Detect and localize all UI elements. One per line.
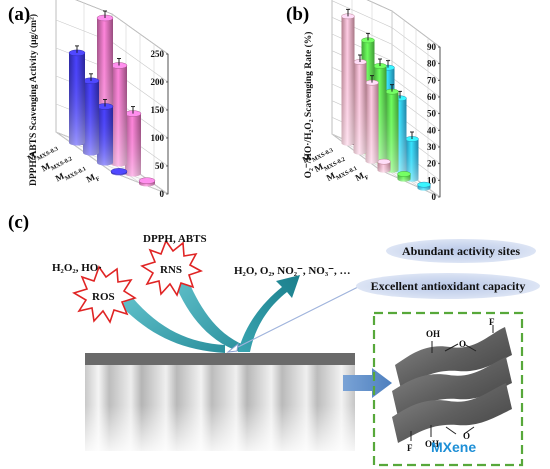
y-tick-label: 50: [427, 109, 437, 119]
bar-highlight: [365, 82, 379, 164]
y-tick-label: 80: [427, 59, 437, 69]
y-tick-label: 10: [427, 175, 437, 185]
y-axis-title: DPPH/ABTS Scavenging Activity (μg/cm²): [28, 14, 39, 186]
ros-species: H₂O₂, HO·: [52, 262, 102, 274]
y-tick-label: 150: [151, 105, 165, 115]
mxene-title: MXene: [431, 439, 477, 455]
bar-highlight: [111, 65, 127, 167]
oh-label-top: OH: [426, 329, 441, 339]
rns-species: DPPH, ABTS: [143, 233, 207, 245]
mxene-pointer-arrow: [343, 368, 392, 398]
bar-top: [377, 158, 391, 165]
bar-highlight: [83, 80, 99, 156]
y-tick-label: 40: [427, 125, 437, 135]
ros-label: ROS: [92, 291, 115, 303]
o-label-bottom: O: [463, 431, 471, 441]
bar-top: [138, 177, 156, 184]
bar-highlight: [125, 113, 141, 177]
bubble-activity-sites: Abundant activity sites: [386, 239, 536, 263]
mxene-sheet-2: [392, 357, 512, 417]
y-tick-label: 30: [427, 142, 437, 152]
mechanism-diagram: [72, 239, 524, 467]
gridline: [55, 0, 113, 173]
o-label-top: O: [459, 339, 467, 349]
ros-starburst: [72, 265, 137, 324]
pointer-line: [231, 286, 359, 351]
y-tick-label: 100: [151, 133, 165, 143]
mxene-box: [372, 311, 524, 467]
oh-label-bottom: OH: [425, 439, 440, 449]
products-label: H₂O, O₂, NO₂⁻, NO₃⁻, …: [234, 265, 351, 277]
bubble-antioxidant-text: Excellent antioxidant capacity: [370, 278, 526, 293]
chart-b: 0 10 20 30 40 50 60 70 80 90 O₂⁻/HO·/H₂O₂ Scavengi…: [301, 0, 441, 202]
membrane-top-layer: [85, 353, 355, 365]
y-tick-label: 70: [427, 75, 437, 85]
y-tick-label: 250: [151, 49, 165, 59]
product-arrow: [238, 275, 300, 352]
bar-highlight: [377, 161, 391, 173]
bar-highlight: [385, 91, 399, 173]
bubble-activity-sites-text: Abundant activity sites: [401, 243, 520, 258]
f-label-bottom: F: [407, 443, 413, 453]
gridline: [331, 0, 381, 171]
f-label-top: F: [489, 317, 495, 327]
y-tick-label: 200: [151, 77, 165, 87]
bubble-antioxidant-capacity: Excellent antioxidant capacity: [356, 273, 540, 299]
bar-top: [110, 168, 128, 175]
bar-top: [417, 181, 431, 188]
bar-highlight: [97, 106, 113, 166]
y-tick-label: 20: [427, 159, 437, 169]
y-axis-title: O₂⁻/HO·/H₂O₂ Scavenging Rate (%): [303, 32, 314, 179]
rns-starburst: [140, 239, 203, 297]
bar-highlight: [353, 62, 367, 155]
y-tick-label: 60: [427, 92, 437, 102]
bar-highlight: [405, 139, 419, 182]
ros-arrow: [120, 297, 225, 353]
bar-highlight: [341, 16, 355, 146]
bar-top: [397, 171, 411, 177]
chart-a: 0 50 100 150 200 250 DPPH/ABTS Scavenging Acti…: [26, 0, 169, 199]
y-tick-label: 0: [432, 192, 437, 202]
y-tick-label: 50: [155, 161, 165, 171]
bar-highlight: [69, 52, 85, 146]
mxene-sheet-1: [395, 327, 512, 389]
panel-label-c: (c): [8, 212, 30, 233]
panel-label-a: (a): [8, 4, 31, 25]
category-label: MF: [84, 170, 101, 187]
rns-label: RNS: [160, 264, 183, 276]
panel-label-b: (b): [286, 4, 310, 25]
y-tick-label: 90: [427, 42, 437, 52]
rns-arrow: [172, 275, 244, 352]
y-tick-label: 0: [160, 189, 165, 199]
mxene-sheet-3: [392, 383, 512, 443]
